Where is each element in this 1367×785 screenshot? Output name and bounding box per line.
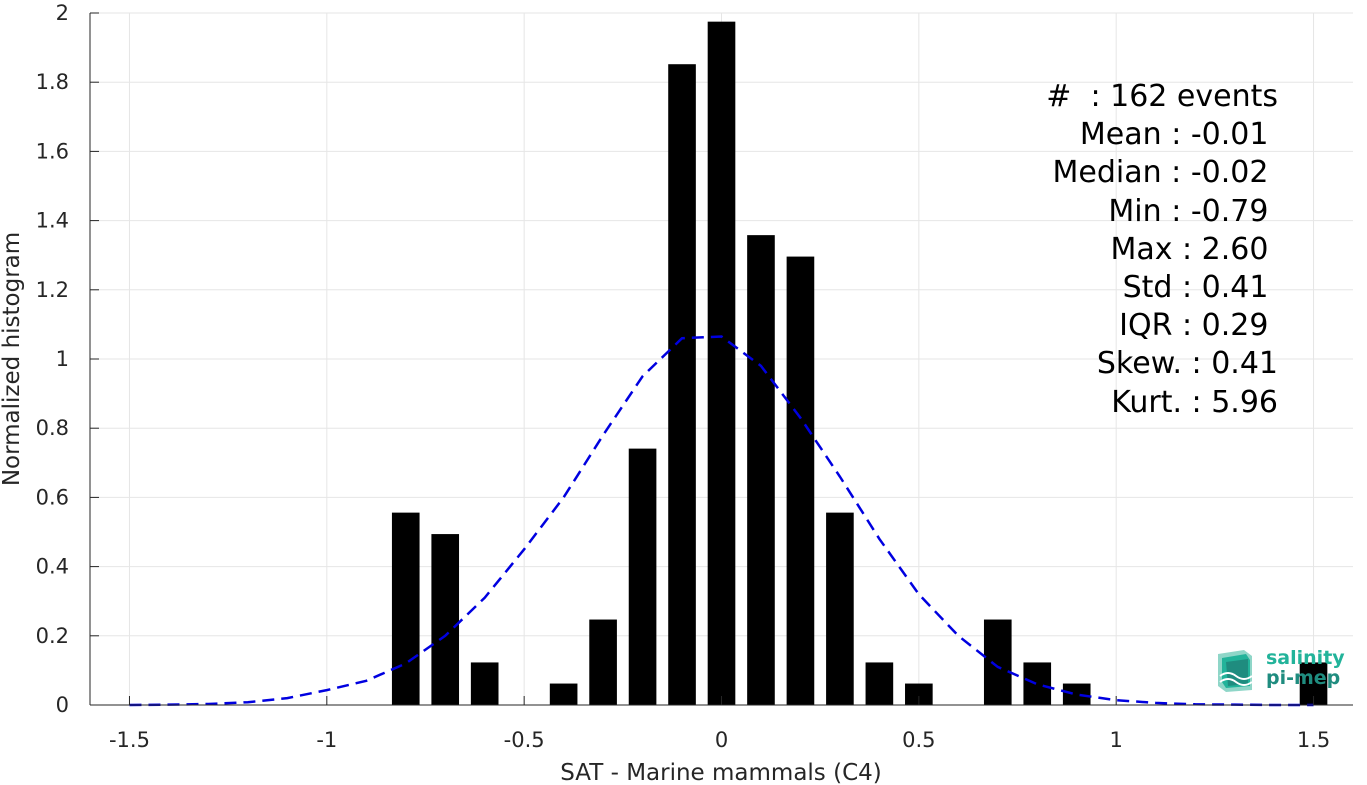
stat-iqr: IQR : 0.29 [1119,308,1278,344]
histogram-bar [786,256,815,705]
x-tick-label: 0.5 [902,728,935,752]
stat-skew: Skew. : 0.41 [1096,346,1278,382]
x-tick-label: -1.5 [109,728,150,752]
y-tick-label: 0.4 [36,555,69,579]
x-tick-label: 1 [1110,728,1123,752]
y-tick-label: 0 [56,693,69,717]
histogram-bar [905,683,933,705]
y-tick-label: 1.4 [36,209,69,233]
histogram-bars [391,21,1328,705]
y-tick-label: 0.6 [36,485,69,509]
x-tick-label: 0 [715,728,728,752]
waves-logo-icon [1218,650,1253,692]
y-tick-label: 0.2 [36,624,69,648]
histogram-bar [707,21,736,705]
histogram-bar [983,619,1012,705]
normal-fit-curve [129,335,1314,707]
histogram-bar [1023,662,1052,705]
histogram-bar [391,512,420,705]
y-axis-ticks: 0 0.2 0.4 0.6 0.8 1 1.2 1.4 1.6 1.8 2 [36,1,99,717]
stat-max: Max : 2.60 [1110,231,1278,267]
stat-std: Std : 0.41 [1122,270,1278,306]
stat-kurt: Kurt. : 5.96 [1111,384,1278,420]
histogram-bar [865,662,894,705]
histogram-bar [826,512,854,705]
histogram-bar [589,619,617,705]
histogram-bar [470,662,499,705]
y-tick-label: 1.8 [36,70,69,94]
histogram-bar [549,683,578,705]
normal-fit-line [129,335,1314,707]
x-tick-label: -0.5 [504,728,545,752]
statistics-panel: # : 162 events Mean : -0.01 Median : -0.… [900,78,1278,422]
y-tick-label: 1.6 [36,139,69,163]
histogram-bar [668,64,696,705]
x-axis-ticks: -1.5 -1 -0.5 0 0.5 1 1.5 [109,696,1330,752]
histogram-bar [1062,683,1091,705]
logo-text-line1: salinity [1266,647,1345,669]
y-tick-label: 2 [56,1,69,25]
stat-min: Min : -0.79 [1108,193,1278,229]
histogram-bar [747,235,775,705]
y-tick-label: 1.2 [36,278,69,302]
stat-median: Median : -0.02 [1052,155,1278,191]
x-tick-label: -1 [316,728,337,752]
y-axis-label: Normalized histogram [0,232,25,486]
y-tick-label: 0.8 [36,416,69,440]
histogram-bar [431,534,460,705]
stat-mean: Mean : -0.01 [1079,117,1278,153]
histogram-bar [628,448,657,705]
stat-count: # : 162 events [1046,79,1278,114]
logo-text-line2: pi-mep [1266,667,1341,689]
salinity-pimep-logo: salinity pi-mep [1216,646,1346,694]
y-tick-label: 1 [56,347,69,371]
x-axis-label: SAT - Marine mammals (C4) [560,760,882,785]
x-tick-label: 1.5 [1297,728,1330,752]
